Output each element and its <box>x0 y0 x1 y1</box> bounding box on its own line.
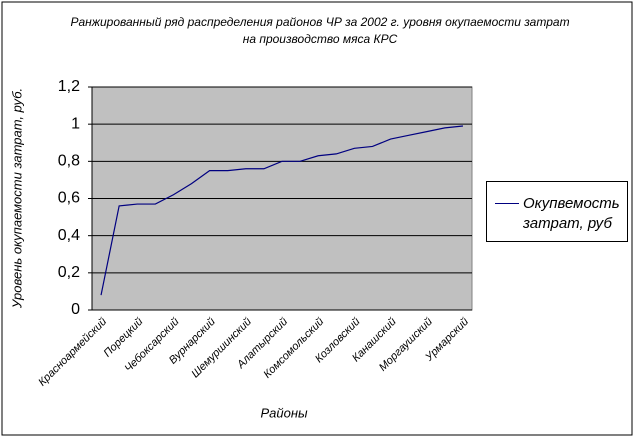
y-tick-label: 1,2 <box>58 78 80 95</box>
y-tick-label: 0,4 <box>58 227 80 244</box>
x-axis-label: Районы <box>260 405 308 420</box>
data-line <box>100 125 464 296</box>
y-tick-label: 0,2 <box>58 264 80 281</box>
y-tick-label: 0 <box>71 301 80 318</box>
y-tick-label: 0,8 <box>58 153 80 170</box>
y-tick-label: 1 <box>71 115 80 132</box>
chart-title: Ранжированный ряд распределения районов … <box>70 15 570 46</box>
legend-label: Окупвемость затрат, руб <box>523 195 620 232</box>
legend-swatch <box>495 203 519 204</box>
y-axis-label: Уровень окупаемости затрат, руб. <box>9 88 24 309</box>
y-tick-label: 0,6 <box>58 190 80 207</box>
legend: Окупвемость затрат, руб <box>486 181 628 242</box>
